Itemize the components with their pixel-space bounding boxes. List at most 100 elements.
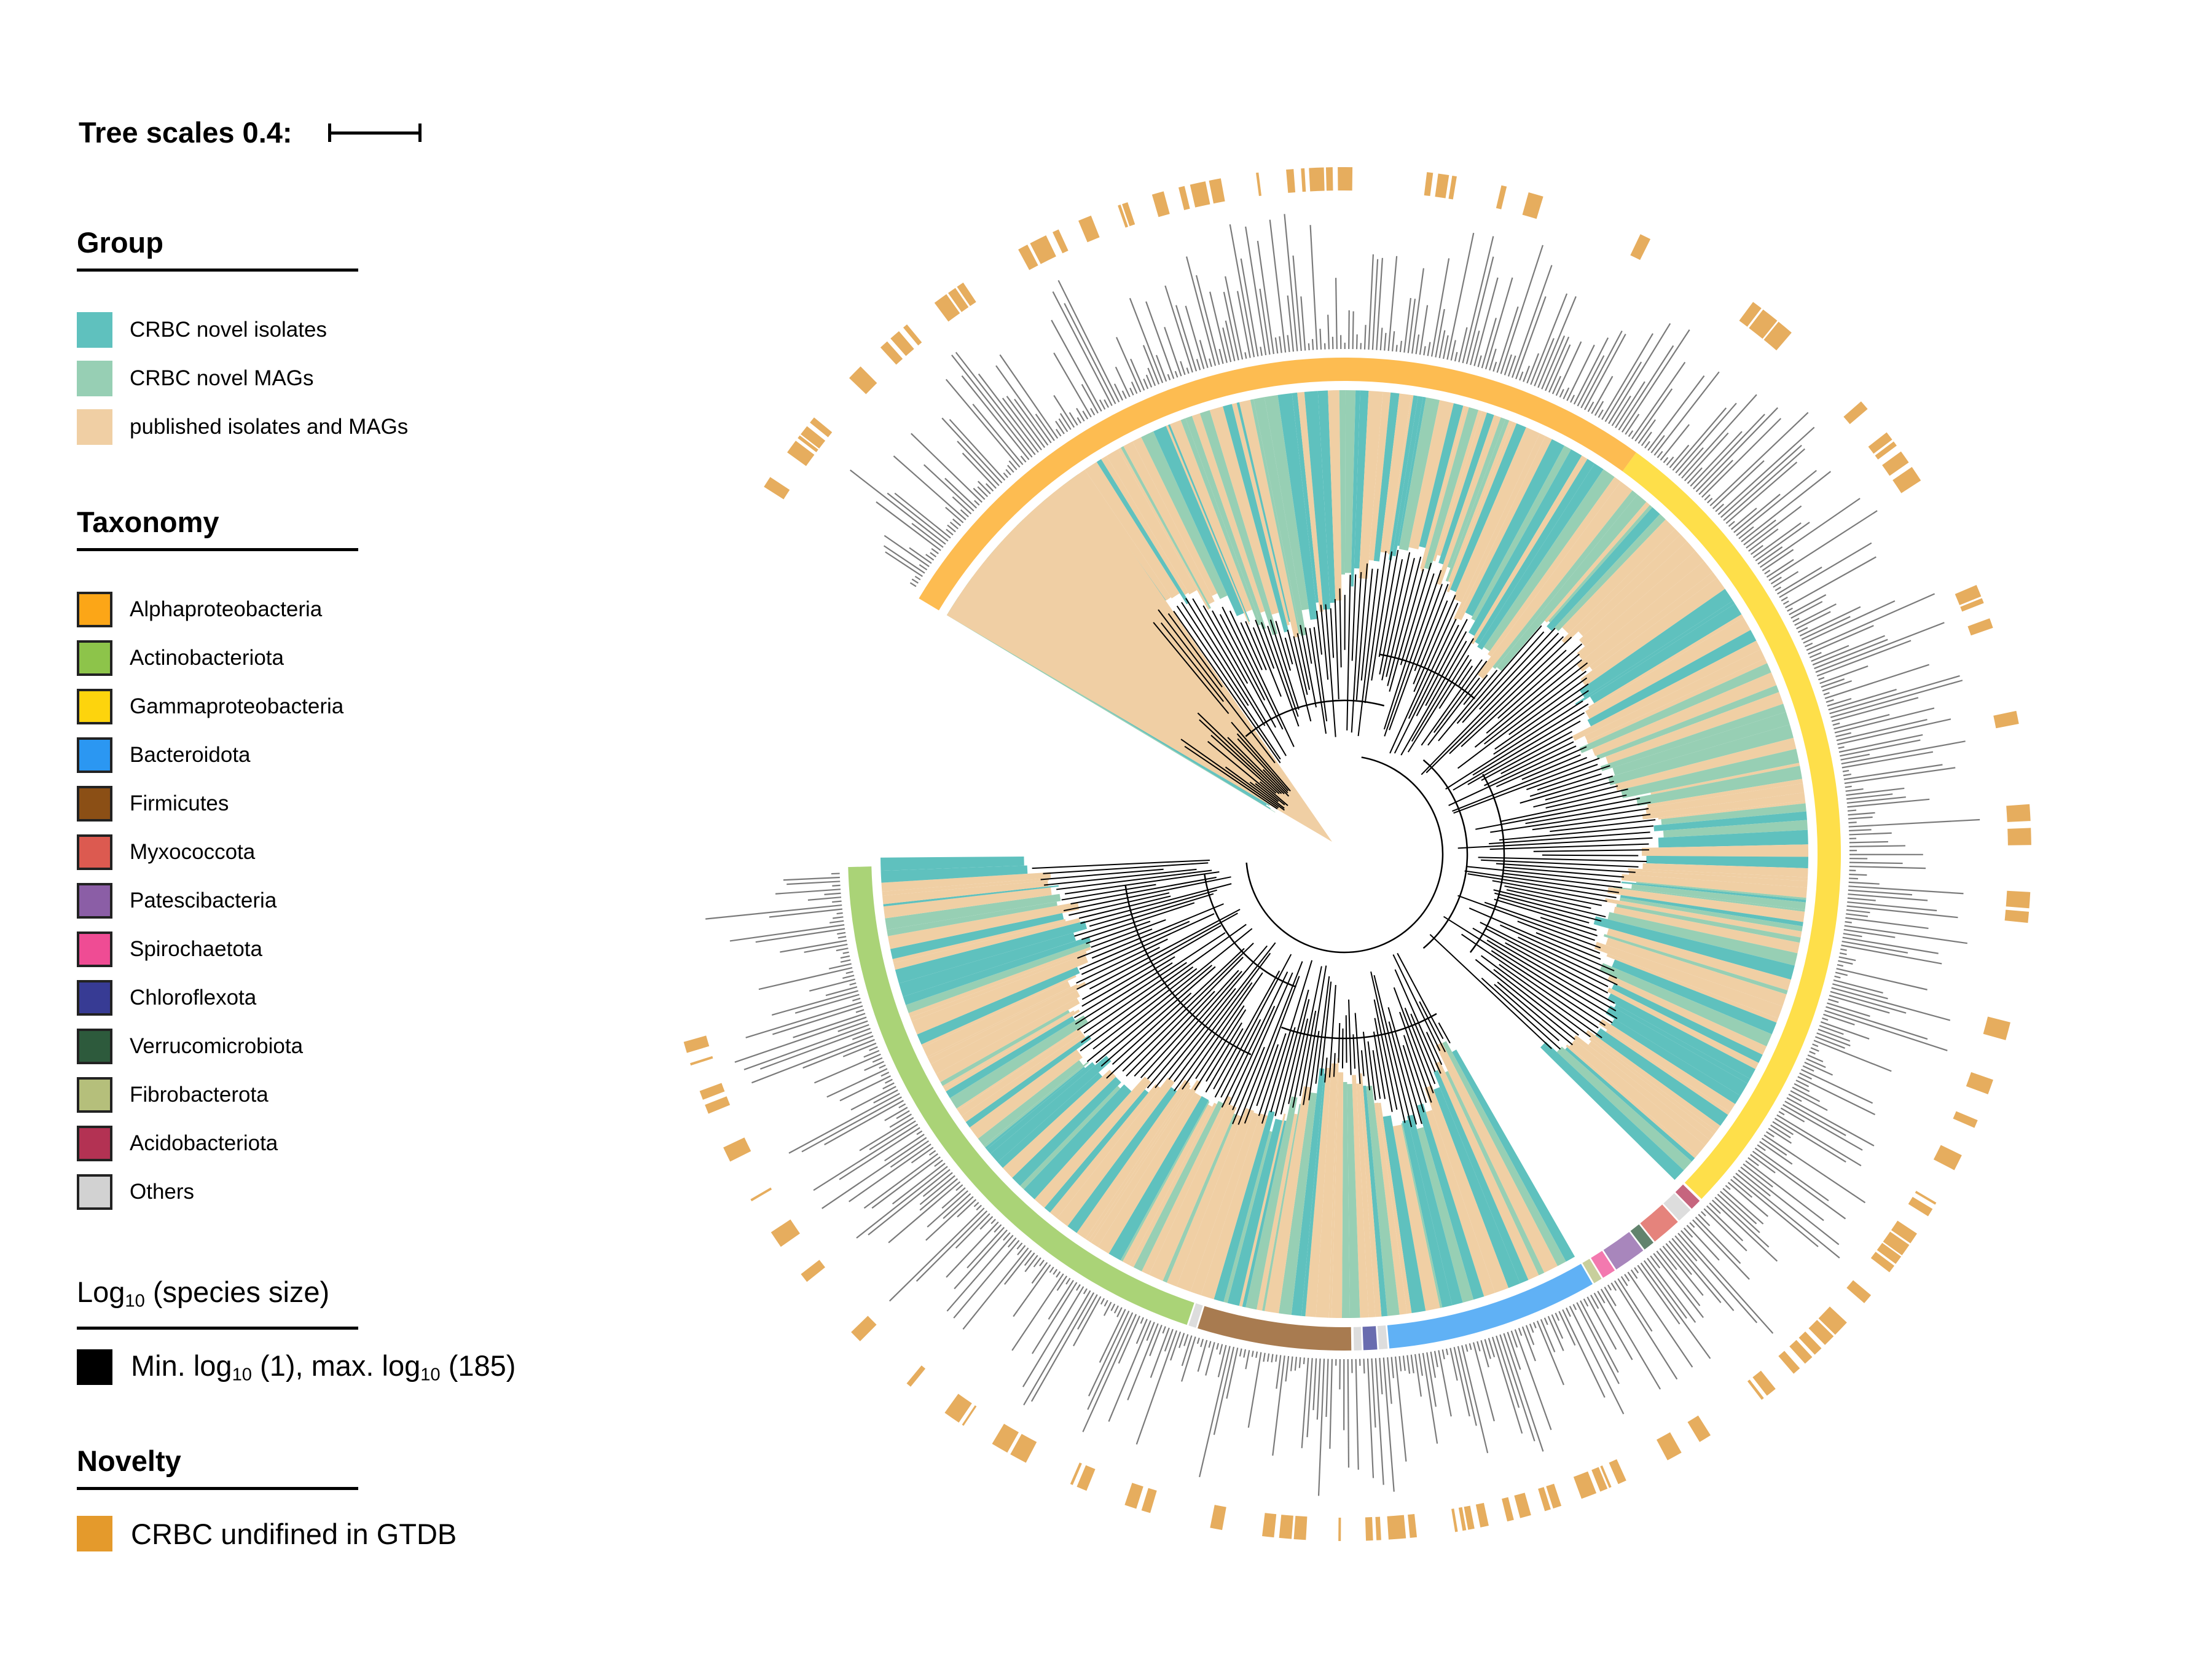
species-size-bar [1785,556,1877,608]
species-size-bar [1849,832,1892,836]
branch [1232,1046,1265,1124]
species-size-bar [1640,1262,1711,1359]
species-size-bar [1770,1124,1791,1139]
species-size-bar [1298,1357,1301,1368]
branch [1494,683,1589,750]
species-size-bar [1057,280,1120,402]
branch [1394,624,1459,754]
species-size-bar [1069,412,1078,426]
clade-wedge [1663,820,1808,837]
clade-wedge [1435,1042,1558,1273]
taxonomy-segment-firmicutes [1198,1306,1352,1351]
clade-wedge [1185,415,1266,630]
novelty-mark [1870,1252,1895,1273]
clade-wedge [1585,617,1751,719]
branch [1389,568,1424,692]
species-size-bar [1438,330,1446,358]
species-size-bar [1180,361,1186,375]
species-size-bar [1720,444,1802,518]
novelty-mark [1892,466,1921,493]
novelty-mark [1464,1505,1475,1530]
species-size-bar [1614,1280,1678,1380]
clade-wedge [1359,1073,1382,1317]
novelty-mark [1915,1191,1937,1205]
branch [1425,631,1467,706]
branch [1086,928,1253,1062]
species-size-bar [1762,549,1794,571]
branch [1256,1044,1279,1107]
species-size-bar [889,1113,912,1128]
species-size-bar [1833,979,1883,994]
species-size-bar [1631,361,1686,439]
species-size-bar [1083,1288,1088,1295]
species-size-bar [995,365,1052,444]
legend-swatch [77,1349,112,1385]
branch [1205,1028,1244,1092]
species-size-bar [1783,600,1789,605]
species-size-bar [945,506,964,524]
clade-wedge [1556,1046,1692,1171]
species-size-bar [1837,963,1844,967]
branch [1493,889,1606,918]
branch [1351,574,1357,661]
species-size-bar [1131,382,1138,394]
branch [1448,745,1577,806]
clade-wedge [1180,418,1261,626]
novelty-mark [851,1316,877,1341]
branch [1532,814,1651,831]
branch [1202,605,1249,684]
clade-wedge [1471,445,1571,621]
clade-wedge [1257,1113,1298,1311]
novelty-mark [1933,1145,1962,1171]
species-size-bar [814,1053,881,1084]
species-size-bar [1601,333,1653,420]
branch [1438,670,1498,742]
branch [1192,598,1287,756]
species-size-bar [1244,352,1247,359]
branch [1486,939,1618,1019]
species-size-bar [1363,1359,1365,1374]
species-size-bar [1518,1328,1523,1336]
species-size-bar [1576,1302,1620,1384]
clade-wedge [1242,1120,1287,1308]
clade-wedge [928,981,1086,1064]
taxonomy-item-spirochaetota: Spirochaetota [77,931,262,967]
branch [1095,965,1213,1064]
species-size-bar [879,1064,886,1069]
species-size-bar [1547,1316,1564,1351]
species-size-bar [894,492,951,539]
species-size-bar [1056,1276,1068,1291]
clade-wedge [885,893,1061,930]
species-size-bar [1834,707,1935,734]
clade-wedge [1614,906,1800,954]
species-size-bar [1806,1058,1826,1069]
species-size-bar [1051,320,1102,412]
clade-wedge [1579,589,1733,698]
species-size-bar [1715,503,1725,512]
species-size-bar [1650,1255,1661,1269]
species-size-bar [1540,1319,1556,1352]
branch [1383,573,1435,730]
species-size-bar [1838,734,1923,753]
species-size-bar [1750,544,1763,555]
branch [1472,703,1589,776]
species-size-bar [1573,337,1609,405]
branch [1427,677,1480,746]
clade-wedge [1121,446,1212,609]
branch [1300,625,1317,708]
branch [1399,1011,1432,1103]
species-size-bar [1013,1264,1051,1317]
species-size-bar [1175,305,1198,372]
clade-wedge [1163,1113,1237,1283]
clade-wedge [887,902,1080,949]
species-size-bar [943,1193,971,1219]
species-size-bar [892,1163,946,1205]
species-size-bar [1347,1359,1350,1468]
clade-wedge [1555,514,1666,632]
branch [1352,1034,1356,1069]
species-size-bar [1812,1043,1819,1048]
clade-wedge [1374,1102,1408,1315]
branch [1210,734,1277,794]
novelty-mark [723,1137,751,1162]
branch [1309,628,1327,734]
